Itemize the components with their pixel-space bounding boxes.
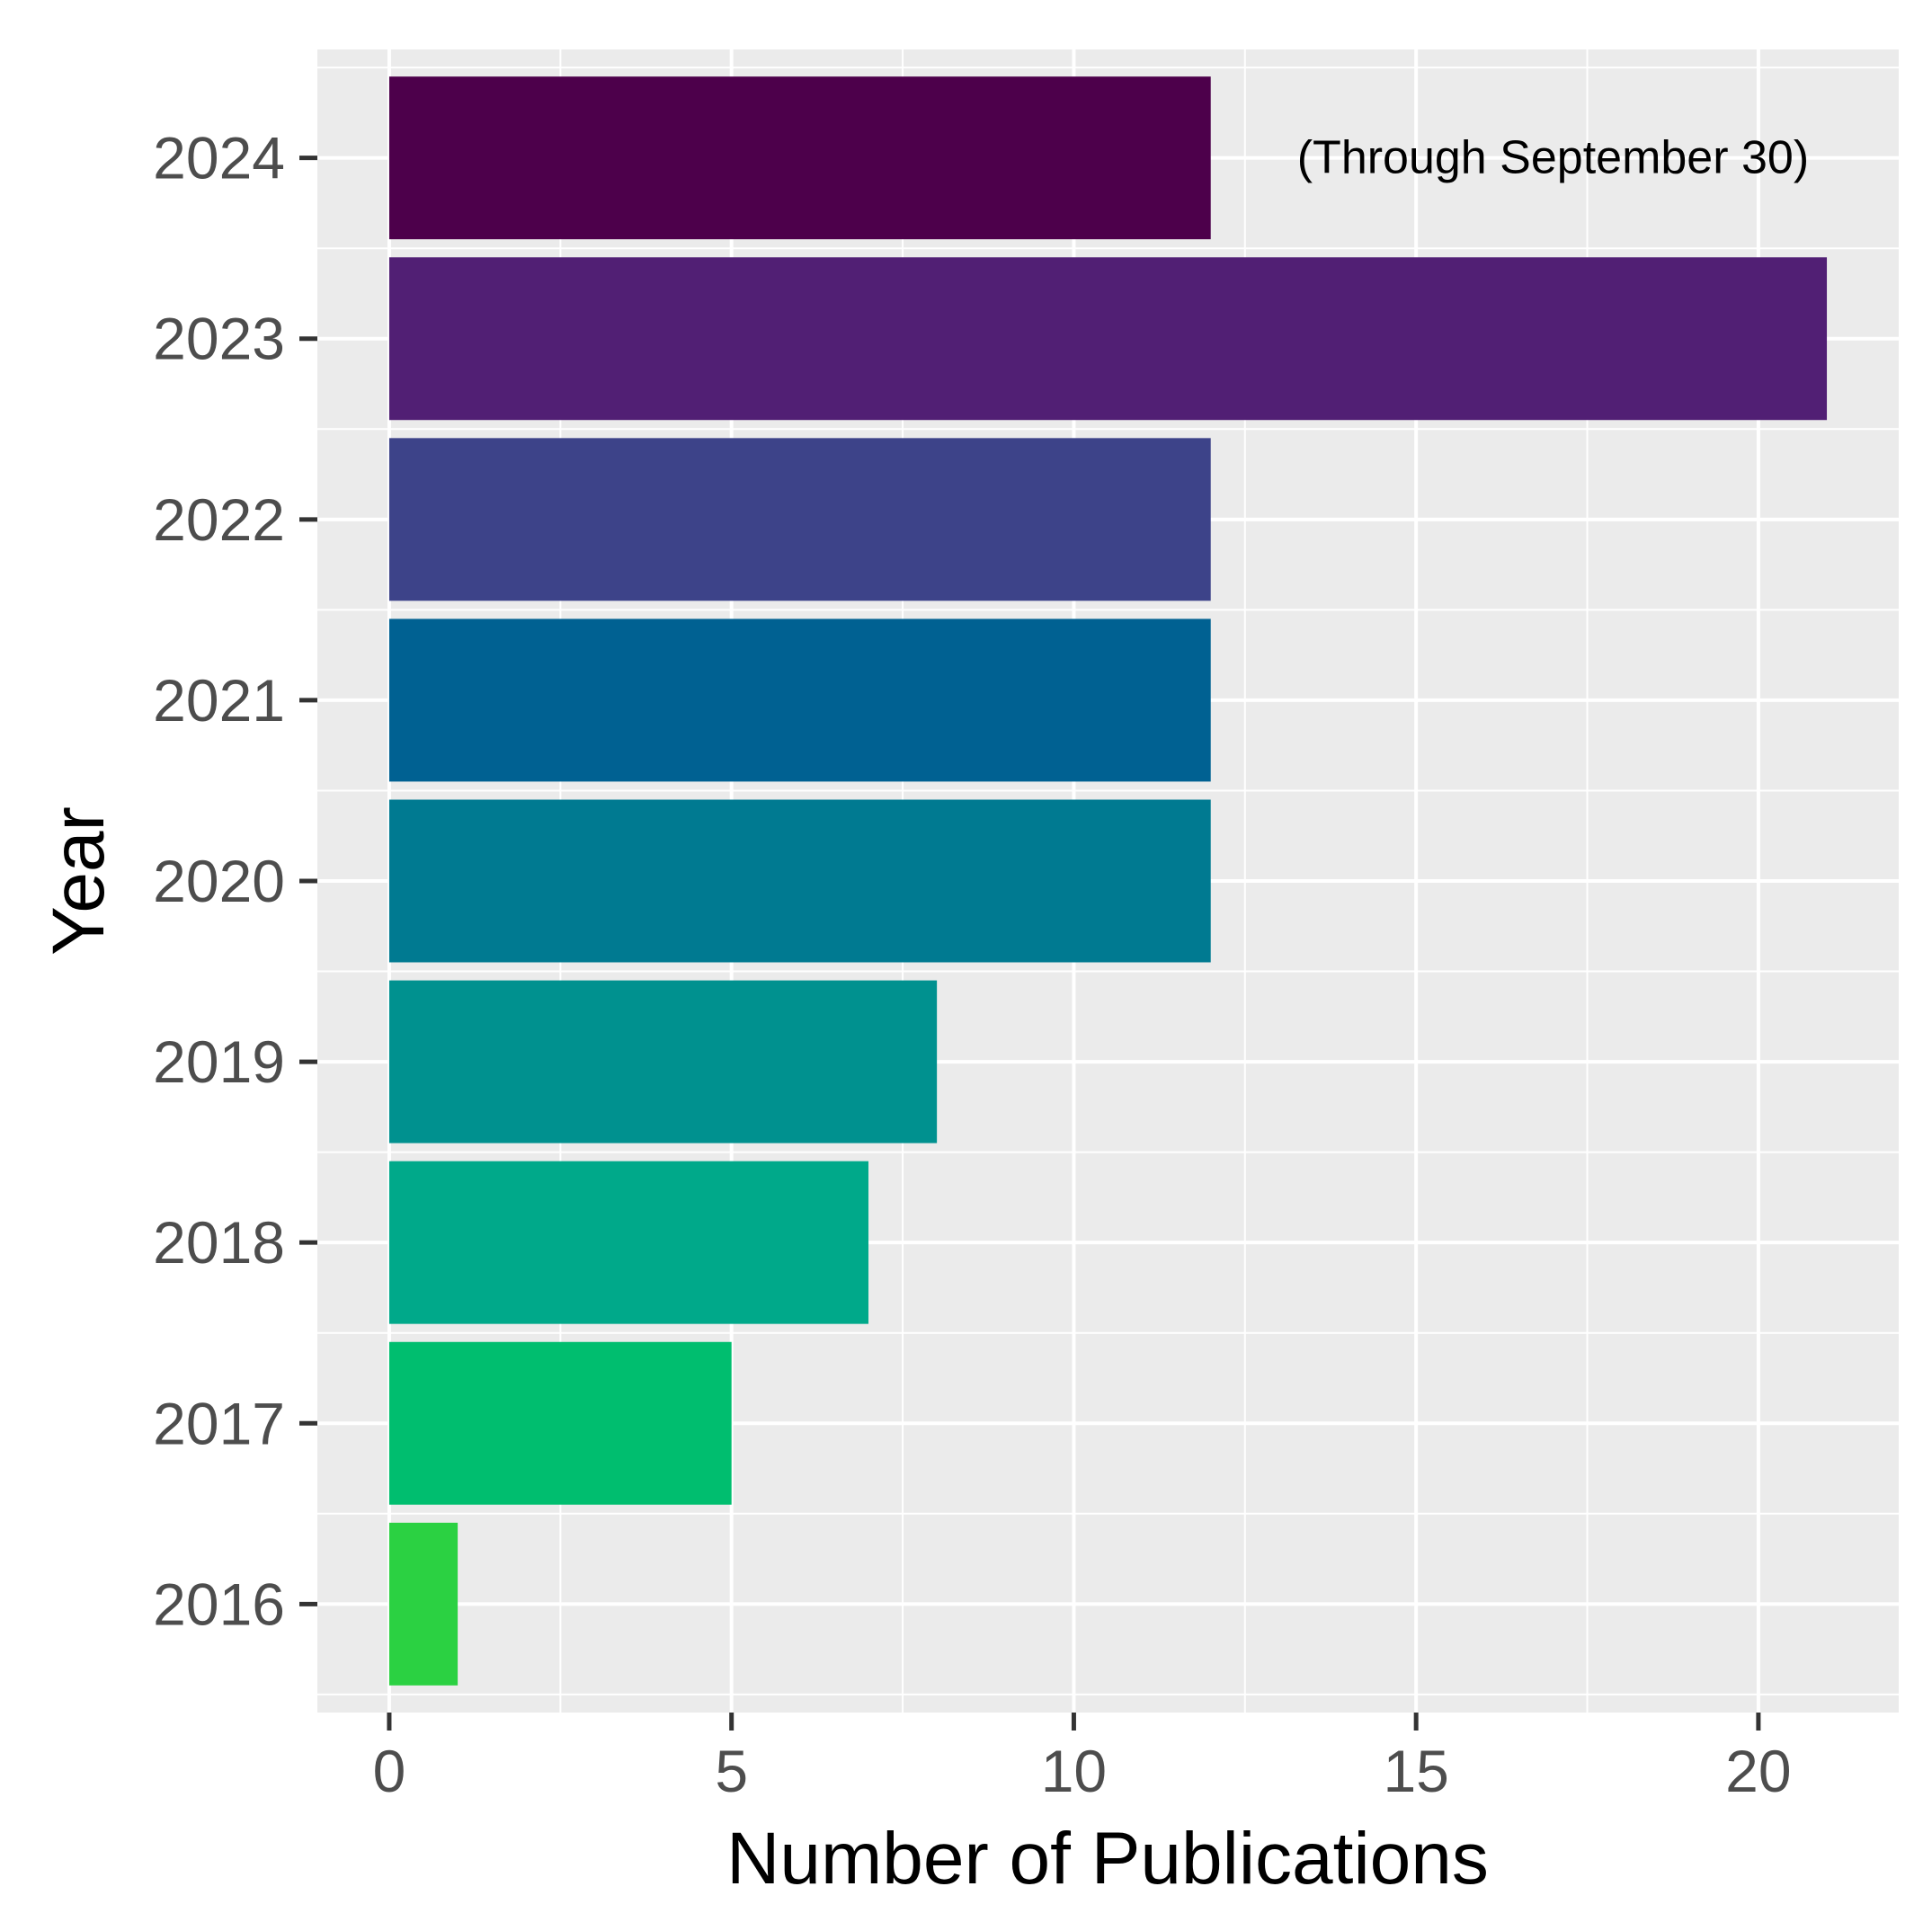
- bar-2020: [388, 799, 1211, 963]
- bars: [388, 76, 1828, 1686]
- y-tick-label: 2017: [153, 1390, 285, 1456]
- bar-2023: [388, 257, 1828, 421]
- bar-2019: [388, 980, 938, 1143]
- bar-2018: [388, 1161, 868, 1324]
- x-axis-title: Number of Publications: [726, 1818, 1489, 1900]
- bar-2022: [388, 438, 1211, 601]
- x-axis: 0 5 10 15 20: [373, 1713, 1792, 1804]
- x-tick-label: 0: [373, 1738, 406, 1804]
- bar-2021: [388, 618, 1211, 782]
- y-tick-label: 2023: [153, 306, 285, 372]
- x-tick-label: 10: [1041, 1738, 1107, 1804]
- x-tick-label: 15: [1383, 1738, 1448, 1804]
- y-axis: 2016 2017 2018 2019 2020 2021 2022 2023 2024: [153, 125, 317, 1637]
- bar-2024: [388, 76, 1211, 240]
- y-tick-label: 2021: [153, 667, 285, 734]
- bar-2016: [388, 1522, 459, 1686]
- y-tick-label: 2022: [153, 486, 285, 553]
- x-tick-label: 20: [1725, 1738, 1791, 1804]
- y-tick-label: 2024: [153, 125, 285, 191]
- y-tick-label: 2019: [153, 1028, 285, 1095]
- y-tick-label: 2018: [153, 1209, 285, 1276]
- y-tick-label: 2016: [153, 1571, 285, 1637]
- x-tick-label: 5: [715, 1738, 748, 1804]
- y-axis-title: Year: [38, 806, 120, 956]
- bar-2017: [388, 1341, 732, 1505]
- annotation-label: (Through September 30): [1297, 132, 1809, 184]
- y-tick-label: 2020: [153, 848, 285, 914]
